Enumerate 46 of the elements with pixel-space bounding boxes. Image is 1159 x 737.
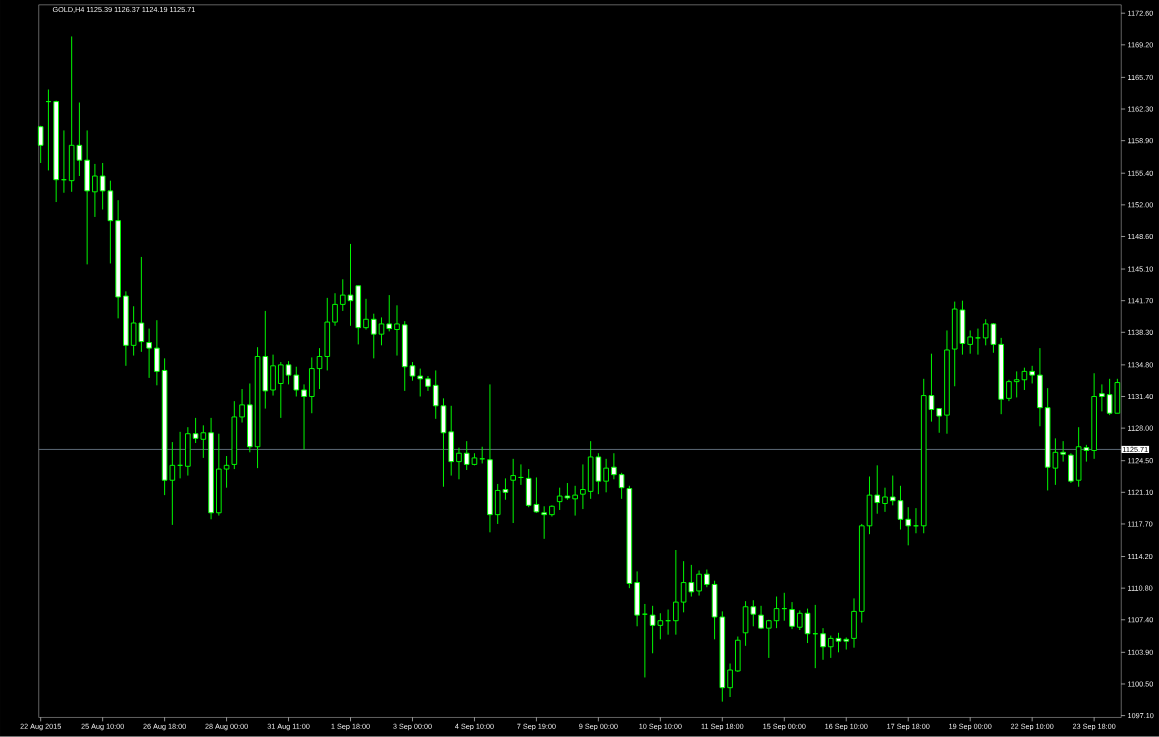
candlestick bbox=[572, 485, 578, 517]
candlestick bbox=[456, 447, 462, 480]
candlestick bbox=[363, 298, 369, 331]
candlestick bbox=[882, 487, 888, 513]
candlestick bbox=[332, 292, 338, 327]
candlestick bbox=[796, 610, 803, 631]
candlestick bbox=[889, 475, 896, 506]
candlestick bbox=[765, 619, 772, 659]
candlestick bbox=[347, 243, 354, 327]
candlestick bbox=[804, 608, 811, 644]
candlestick bbox=[874, 464, 881, 515]
candlestick bbox=[370, 313, 377, 359]
candlestick bbox=[146, 328, 152, 379]
candlestick bbox=[905, 506, 912, 546]
candlestick bbox=[936, 408, 943, 434]
candlestick bbox=[611, 452, 617, 480]
candlestick bbox=[541, 505, 547, 540]
candlestick bbox=[603, 458, 609, 493]
candlestick bbox=[580, 464, 586, 510]
candlestick bbox=[1099, 383, 1105, 412]
candlestick bbox=[301, 383, 307, 451]
candlestick bbox=[789, 601, 795, 630]
candlestick bbox=[277, 361, 284, 419]
candlestick bbox=[696, 570, 702, 597]
candlestick bbox=[378, 317, 385, 346]
candlestick bbox=[510, 458, 516, 524]
candlestick bbox=[618, 472, 625, 500]
candlestick bbox=[223, 455, 230, 489]
candlestick bbox=[897, 485, 904, 531]
candlestick bbox=[1006, 379, 1012, 402]
candlestick bbox=[673, 549, 679, 636]
candlestick bbox=[820, 627, 826, 661]
candlestick bbox=[339, 278, 346, 312]
candlestick bbox=[1060, 440, 1066, 463]
candlestick bbox=[154, 319, 160, 386]
candlestick bbox=[967, 330, 974, 355]
candlestick bbox=[727, 663, 733, 698]
candlestick bbox=[773, 596, 780, 629]
candlestick bbox=[417, 368, 424, 398]
candlestick bbox=[835, 632, 842, 653]
candlestick bbox=[394, 304, 400, 357]
candlestick bbox=[409, 361, 416, 382]
candlestick bbox=[239, 388, 245, 424]
candlestick bbox=[92, 163, 98, 218]
candlestick bbox=[386, 294, 393, 332]
candlestick bbox=[827, 635, 834, 659]
